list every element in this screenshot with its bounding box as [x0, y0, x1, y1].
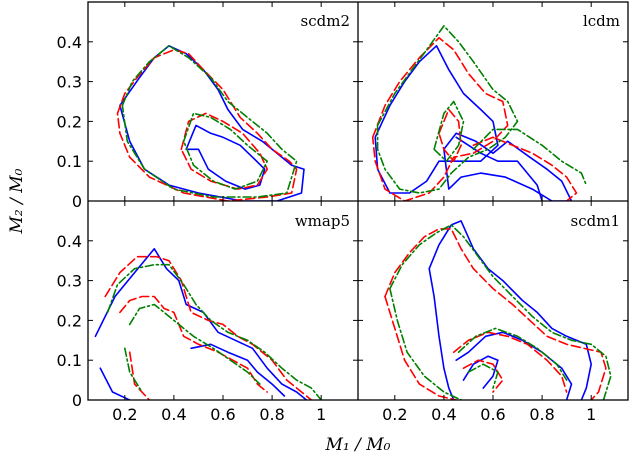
contour-scdm1-series0-1: [428, 267, 455, 400]
y-axis-label: M₂ / M₀: [7, 168, 27, 234]
y-tick-label: 0.4: [57, 232, 82, 251]
x-tick-label: 0.6: [210, 405, 235, 424]
x-tick-label: 0.4: [431, 405, 456, 424]
contour-wmap5-series1-2: [128, 351, 151, 400]
panel-label-top-right: lcdm: [583, 12, 620, 30]
y-tick-label: 0: [72, 391, 82, 410]
contour-scdm2-series1-1: [180, 112, 269, 190]
y-tick-label: 0.1: [57, 351, 82, 370]
contour-wmap5-series2-0: [106, 263, 323, 400]
contour-scdm1-series0-3: [462, 355, 499, 389]
panel-label-bottom-right: scdm1: [571, 212, 620, 230]
contour-lcdm-series0-1: [443, 132, 573, 201]
contour-lines-top-right: [371, 25, 588, 201]
contour-wmap5-series2-2: [124, 347, 143, 393]
y-tick-label: 0.4: [57, 33, 82, 52]
x-axis-label: M₁ / M₀: [325, 435, 391, 455]
y-tick-label: 0.2: [57, 112, 82, 131]
panel-top-left: scdm2: [116, 12, 350, 201]
contour-scdm1-series2-0: [389, 224, 612, 400]
y-tick-label: 0.3: [57, 272, 82, 291]
y-tick-label: 0.2: [57, 311, 82, 330]
x-tick-label: 0.2: [382, 405, 407, 424]
panel-bottom-right: scdm1: [384, 212, 620, 400]
x-tick-label: 0.6: [480, 405, 505, 424]
x-tick-label: 0.8: [529, 405, 554, 424]
contour-scdm1-series1-3: [462, 359, 504, 393]
contour-scdm1-series2-3: [467, 363, 499, 389]
contour-wmap5-series2-1: [128, 303, 261, 385]
contour-lines-bottom-left: [94, 248, 323, 400]
contour-scdm1-series2-1: [389, 287, 462, 400]
y-tick-label: 0.1: [57, 152, 82, 171]
panel-label-top-left: scdm2: [301, 12, 350, 30]
axis-ticks: 0.2 0.4 0.6 0.8 1 0.2 0.4 0.6 0.8 1 0 0.1 0.2 0.3 0.4 0…: [57, 2, 628, 424]
contour-scdm1-series1-0: [384, 228, 607, 400]
panel-bottom-left: wmap5: [94, 212, 350, 400]
y-tick-label: 0.3: [57, 73, 82, 92]
contour-scdm2-series0-1: [185, 124, 266, 190]
contour-scdm2-series2-1: [182, 112, 269, 190]
contour-lines-top-left: [116, 44, 305, 201]
x-tick-label: 0.2: [112, 405, 137, 424]
contour-lcdm-series0-2: [455, 136, 543, 201]
contour-lcdm-series1-2: [472, 136, 578, 201]
panel-label-bottom-left: wmap5: [295, 212, 350, 230]
contour-wmap5-series1-0: [104, 255, 313, 400]
contour-lcdm-series1-0: [371, 36, 509, 201]
x-tick-label: 1: [316, 405, 326, 424]
contour-lcdm-series2-2: [472, 128, 588, 186]
x-tick-label: 0.8: [259, 405, 284, 424]
contour-scdm1-series0-0: [428, 220, 593, 400]
y-tick-label: 0: [72, 192, 82, 211]
contour-scdm2-series1-0: [116, 48, 298, 201]
contour-scdm2-series0-0: [119, 44, 305, 201]
contour-scdm2-series2-0: [121, 44, 298, 198]
contour-lines-bottom-right: [384, 220, 612, 400]
contour-scdm1-series2-2: [457, 327, 568, 381]
contour-lcdm-series0-0: [374, 44, 499, 194]
contour-lcdm-series1-1: [438, 108, 462, 162]
panel-top-right: lcdm: [371, 12, 620, 201]
contour-scdm1-series0-2: [455, 331, 573, 400]
contour-wmap5-series0-2: [99, 367, 131, 400]
x-tick-label: 0.4: [161, 405, 186, 424]
contour-wmap5-series1-1: [119, 295, 269, 393]
contour-lcdm-series2-0: [376, 25, 519, 194]
x-tick-label: 1: [586, 405, 596, 424]
contour-lcdm-series2-1: [433, 100, 465, 162]
contour-wmap5-series0-1: [190, 343, 286, 397]
contour-wmap5-series0-0: [94, 248, 308, 400]
contour-scdm1-series1-1: [384, 295, 458, 400]
